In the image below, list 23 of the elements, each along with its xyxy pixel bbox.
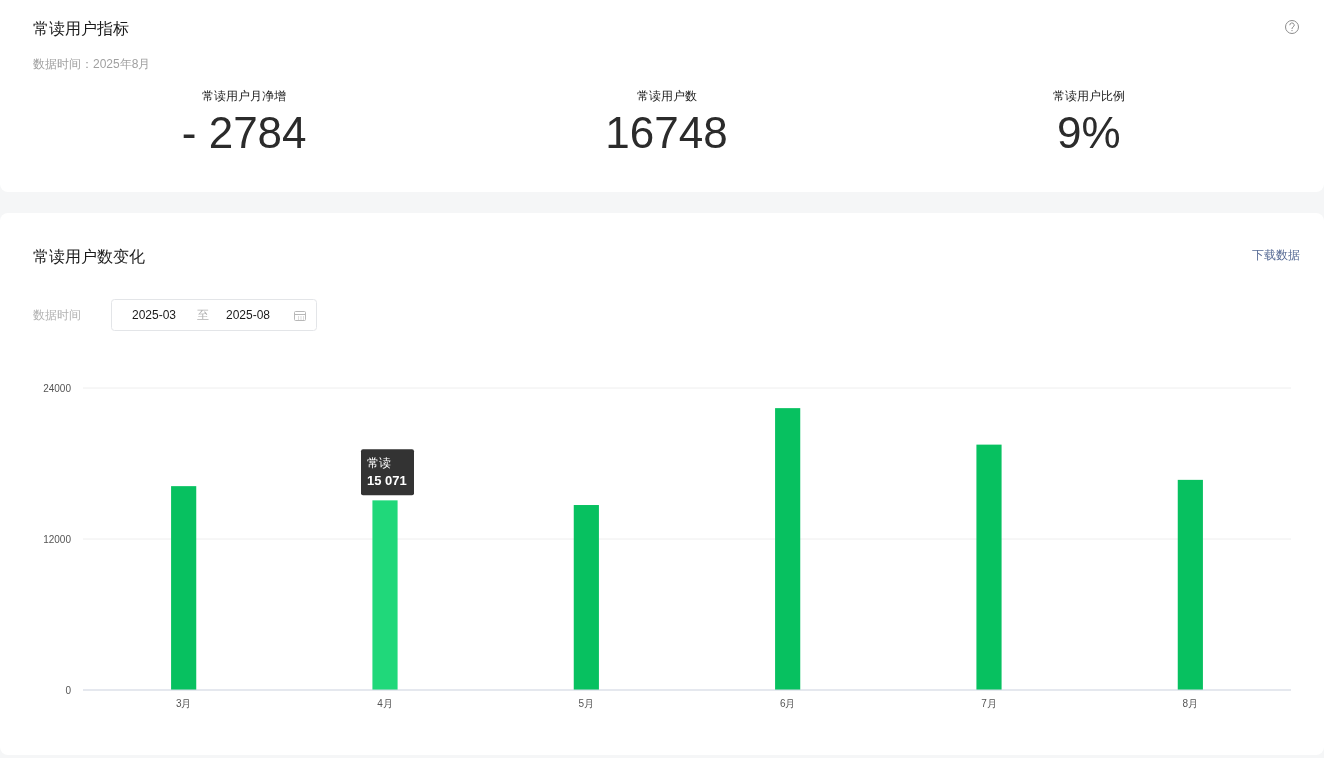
- bar: [976, 444, 1002, 690]
- x-tick-label: 3月: [175, 698, 192, 709]
- bar: [775, 408, 801, 690]
- annotation: 常读: [367, 456, 391, 471]
- x-tick-label: 5月: [578, 698, 595, 709]
- text: 2025-03: [132, 308, 177, 322]
- y-tick-label: 24000: [43, 382, 72, 394]
- data-label: 15 071: [367, 473, 407, 489]
- x-tick-label: 7月: [981, 698, 997, 709]
- bar: [171, 486, 197, 690]
- y-tick-label: 0: [65, 684, 72, 696]
- text: 至: [197, 308, 209, 322]
- x-tick-label: 4月: [377, 698, 393, 709]
- x-tick-label: 8月: [1182, 698, 1199, 709]
- y-tick-label: 12000: [43, 533, 72, 545]
- bar: [1177, 479, 1203, 690]
- bar: [573, 505, 599, 690]
- bar: [372, 500, 398, 690]
- text: 数据时间: [33, 308, 81, 322]
- text: 2025-08: [226, 308, 271, 322]
- x-tick-label: 6月: [779, 698, 796, 709]
- text: 下载数据: [1252, 248, 1300, 262]
- chart-title: 常读用户数变化: [33, 248, 145, 265]
